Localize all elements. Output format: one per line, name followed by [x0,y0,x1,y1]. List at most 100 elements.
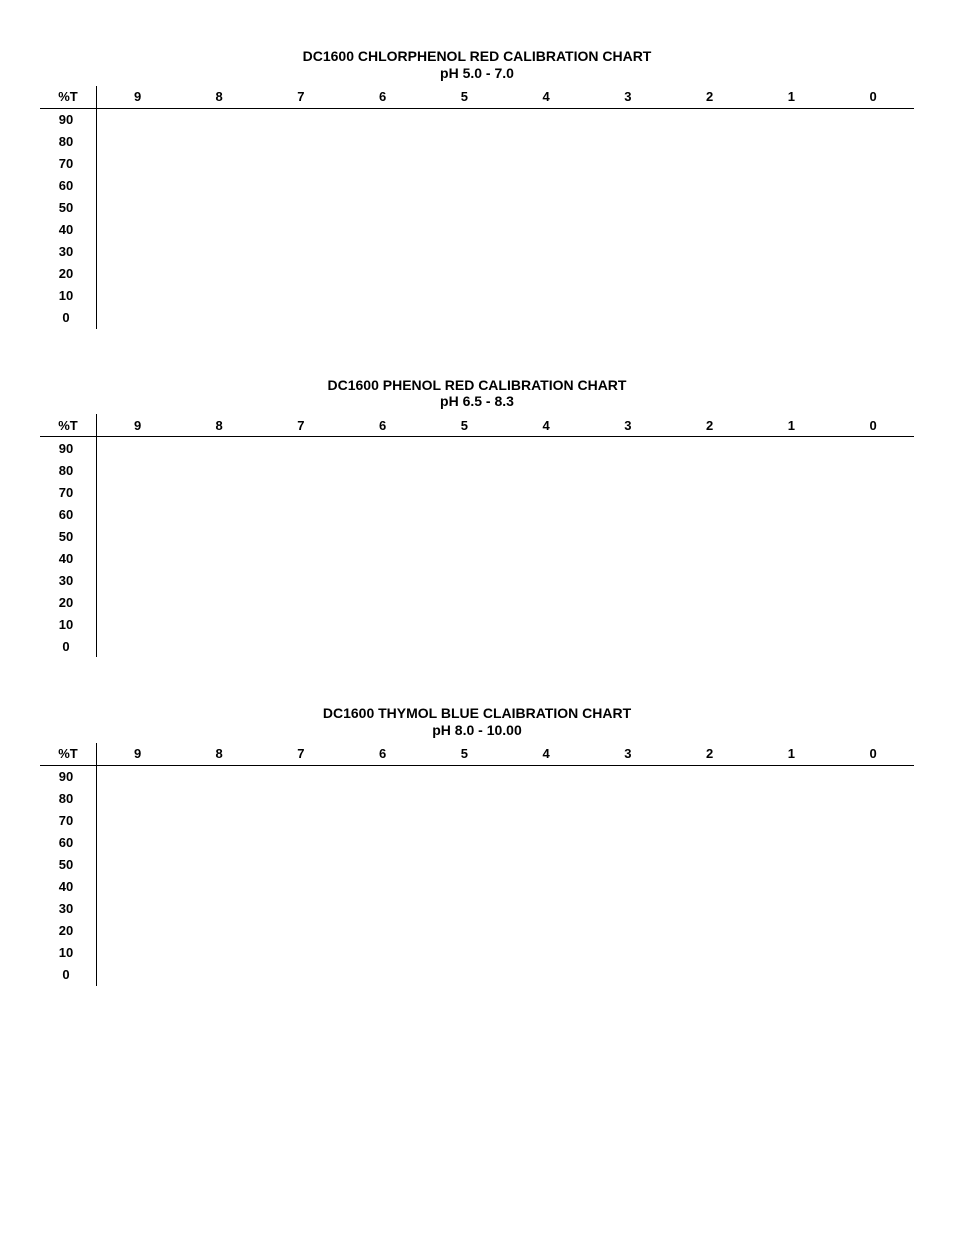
table-row: 20 [40,263,914,285]
x-label: 8 [178,743,260,766]
table-row: 90 [40,108,914,131]
table-row: 30 [40,569,914,591]
table-row: 50 [40,854,914,876]
y-label: 60 [40,832,97,854]
x-label: 1 [751,86,833,109]
table-row: 40 [40,547,914,569]
chart-title: DC1600 THYMOL BLUE CLAIBRATION CHART [40,705,914,722]
table-row: 10 [40,285,914,307]
chart-phenol: DC1600 PHENOL RED CALIBRATION CHART pH 6… [40,377,914,658]
x-label: 8 [178,86,260,109]
y-label: 80 [40,131,97,153]
y-label: 40 [40,547,97,569]
chart-subtitle: pH 8.0 - 10.00 [40,722,914,739]
x-label: 9 [97,414,179,437]
x-label: 6 [342,743,424,766]
x-label: 4 [505,743,587,766]
chart-thymol: DC1600 THYMOL BLUE CLAIBRATION CHART pH … [40,705,914,986]
x-label: 4 [505,414,587,437]
x-label: 7 [260,743,342,766]
table-row: 70 [40,153,914,175]
y-label: 90 [40,437,97,460]
chart-title: DC1600 PHENOL RED CALIBRATION CHART [40,377,914,394]
x-label: 1 [751,743,833,766]
table-row: 60 [40,175,914,197]
x-label: 2 [669,414,751,437]
table-row: 70 [40,810,914,832]
y-axis-label: %T [40,743,97,766]
y-axis-label: %T [40,86,97,109]
y-label: 60 [40,503,97,525]
table-row: 60 [40,832,914,854]
y-label: 10 [40,613,97,635]
table-row: 0 [40,635,914,657]
y-label: 50 [40,197,97,219]
calibration-table: %T 9 8 7 6 5 4 3 2 1 0 90 80 70 60 50 [40,86,914,329]
y-label: 0 [40,964,97,986]
y-label: 50 [40,854,97,876]
table-row: 80 [40,131,914,153]
x-label: 0 [832,86,914,109]
x-label: 1 [751,414,833,437]
table-row: 10 [40,942,914,964]
y-label: 30 [40,241,97,263]
table-row: 90 [40,765,914,788]
x-label: 6 [342,414,424,437]
y-label: 10 [40,285,97,307]
x-label: 5 [424,414,506,437]
table-row: 30 [40,241,914,263]
calibration-table: %T 9 8 7 6 5 4 3 2 1 0 90 80 70 60 50 [40,414,914,657]
x-label: 7 [260,414,342,437]
y-label: 70 [40,153,97,175]
x-label: 5 [424,743,506,766]
table-row: 0 [40,964,914,986]
x-label: 0 [832,743,914,766]
table-row: 90 [40,437,914,460]
chart-chlorphenol: DC1600 CHLORPHENOL RED CALIBRATION CHART… [40,48,914,329]
table-row: 0 [40,307,914,329]
y-label: 40 [40,876,97,898]
x-label: 3 [587,414,669,437]
y-label: 30 [40,569,97,591]
x-label: 5 [424,86,506,109]
x-label: 6 [342,86,424,109]
table-row: 80 [40,788,914,810]
table-row: 40 [40,219,914,241]
y-axis-label: %T [40,414,97,437]
y-label: 20 [40,591,97,613]
y-label: 20 [40,263,97,285]
x-label: 7 [260,86,342,109]
table-row: 70 [40,481,914,503]
x-label: 4 [505,86,587,109]
table-row: 60 [40,503,914,525]
x-label: 2 [669,86,751,109]
table-row: 80 [40,459,914,481]
chart-subtitle: pH 5.0 - 7.0 [40,65,914,82]
chart-title: DC1600 CHLORPHENOL RED CALIBRATION CHART [40,48,914,65]
x-label: 9 [97,743,179,766]
page: DC1600 CHLORPHENOL RED CALIBRATION CHART… [0,0,954,1082]
y-label: 0 [40,635,97,657]
calibration-table: %T 9 8 7 6 5 4 3 2 1 0 90 80 70 60 50 [40,743,914,986]
y-label: 40 [40,219,97,241]
x-label: 2 [669,743,751,766]
y-label: 80 [40,459,97,481]
table-row: 50 [40,525,914,547]
y-label: 70 [40,481,97,503]
y-label: 70 [40,810,97,832]
table-row: 50 [40,197,914,219]
x-label: 3 [587,86,669,109]
x-label: 8 [178,414,260,437]
chart-subtitle: pH 6.5 - 8.3 [40,393,914,410]
x-label: 0 [832,414,914,437]
table-row: 10 [40,613,914,635]
y-label: 50 [40,525,97,547]
y-label: 20 [40,920,97,942]
y-label: 0 [40,307,97,329]
y-label: 90 [40,765,97,788]
table-row: 20 [40,591,914,613]
table-row: 20 [40,920,914,942]
y-label: 10 [40,942,97,964]
y-label: 60 [40,175,97,197]
x-label: 3 [587,743,669,766]
